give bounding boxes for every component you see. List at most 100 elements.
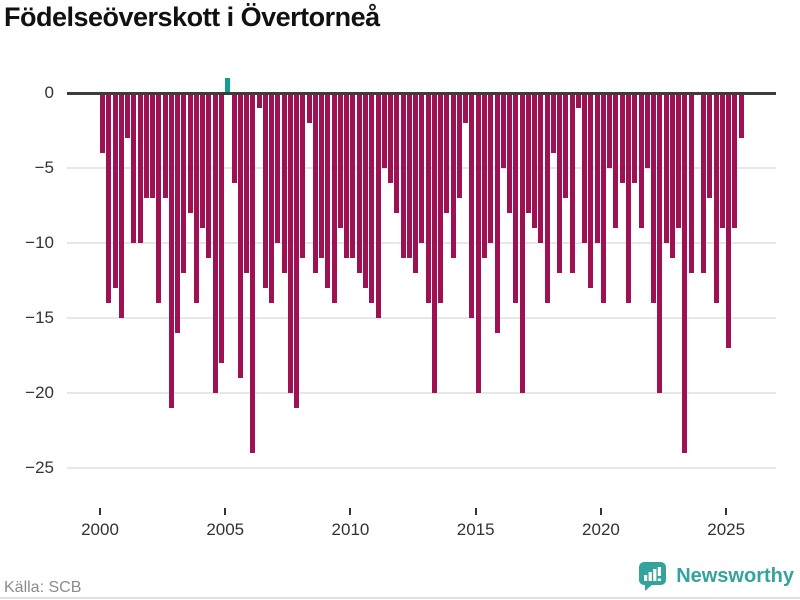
x-tick-label: 2015 [456,520,495,539]
chart-bar-negative [100,93,105,153]
chart-bar-negative [438,93,444,303]
chart-bar-negative [507,93,513,213]
y-tick-label: −15 [25,308,54,327]
chart-bar-negative [181,93,187,273]
chart-bar-negative [187,93,193,213]
gridline [67,242,776,244]
gridline [67,392,776,394]
chart-bar-negative [168,93,174,408]
chart-bar-negative [563,93,569,198]
x-tick-label: 2020 [582,520,620,539]
chart-bar-negative [256,93,262,108]
chart-bar-negative [325,93,331,288]
chart-bar-negative [287,93,293,393]
chart-bar-negative [676,93,682,228]
chart-bar-negative [206,93,212,258]
chart-bar-negative [519,93,525,393]
chart-bar-negative [463,93,469,123]
chart-bar-negative [400,93,406,258]
y-tick-label: −10 [25,233,54,252]
chart-bar-negative [582,93,588,243]
chart-bar-negative [456,93,462,198]
chart-bar-negative [406,93,412,258]
chart-bar-negative [701,93,707,273]
chart-bar-negative [344,93,350,258]
chart-bar-negative [588,93,594,288]
chart-bar-negative [425,93,431,303]
chart-bar-negative [193,93,199,303]
chart-bar-negative [281,93,287,273]
x-tick-mark [474,508,477,515]
chart-bar-negative [118,93,124,318]
x-tick-mark [99,508,101,515]
x-tick-mark [224,508,227,515]
x-axis-zero-line [67,91,776,95]
chart-bar-negative [488,93,494,243]
chart-bar-negative [657,93,663,393]
chart-bar-negative [707,93,713,198]
chart-bar-negative [738,93,744,138]
chart-bar-negative [525,93,531,213]
chart-bar-negative [363,93,368,288]
chart-bar-negative [726,93,732,348]
chart-bar-negative [262,93,268,288]
chart-bar-negative [369,93,375,303]
y-tick-label: 0 [44,83,54,102]
chart-bar-negative [500,93,506,168]
chart-bar-negative [231,93,237,183]
chart-bar-negative [469,93,475,318]
chart-bar-negative [607,93,613,168]
chart-bar-negative [575,93,581,108]
chart-bar-negative [444,93,450,213]
chart-bar-negative [419,93,425,243]
chart-bar-negative [544,93,550,303]
chart-bar-negative [557,93,563,273]
gridline [67,467,776,469]
chart-bar-negative [431,93,437,393]
chart-bar-negative [663,93,669,243]
x-tick-mark [599,508,602,515]
chart-bar-negative [619,93,625,183]
chart-title: Födelseöverskott i Övertorneå [4,2,380,32]
chart-bar-negative [688,93,694,273]
x-tick-label: 2005 [206,520,245,539]
chart-bar-negative [200,93,206,228]
chart-bar-negative [550,93,556,153]
chart-bar-negative [644,93,650,168]
chart-bar-negative [244,93,250,273]
chart-bar-negative [394,93,400,213]
x-tick-label: 2025 [707,520,746,539]
chart-bar-negative [613,93,619,228]
chart-bar-negative [532,93,538,228]
newsworthy-logo-text: Newsworthy [676,565,794,587]
chart-bar-negative [626,93,631,303]
chart-bar-negative [719,93,725,228]
newsworthy-logo-icon [639,562,667,591]
chart-bar-negative [381,93,387,168]
chart-bar-negative [150,93,156,198]
chart-bar-negative [337,93,343,228]
chart-bar-negative [638,93,644,228]
chart-bar-negative [481,93,487,258]
chart-bar-negative [212,93,218,393]
chart-bar-negative [269,93,275,303]
chart-bar-negative [375,93,381,318]
chart-bar-negative [125,93,131,138]
chart-bar-negative [106,93,112,303]
chart-bar-negative [450,93,456,258]
chart-bar-negative [594,93,600,243]
chart-bar-negative [513,93,519,303]
chart-bar-negative [131,93,137,243]
chart-bar-negative [682,93,688,453]
x-tick-label: 2010 [331,520,370,539]
chart-bar-negative [669,93,675,258]
chart-bar-negative [388,93,394,183]
chart-bar-negative [494,93,500,333]
chart-bar-negative [306,93,312,123]
chart-bar-negative [294,93,300,408]
chart-bar-negative [237,93,243,378]
gridline [67,317,776,319]
chart-bar-negative [137,93,143,243]
chart-bar-negative [250,93,256,453]
chart-bar-positive [225,78,231,93]
